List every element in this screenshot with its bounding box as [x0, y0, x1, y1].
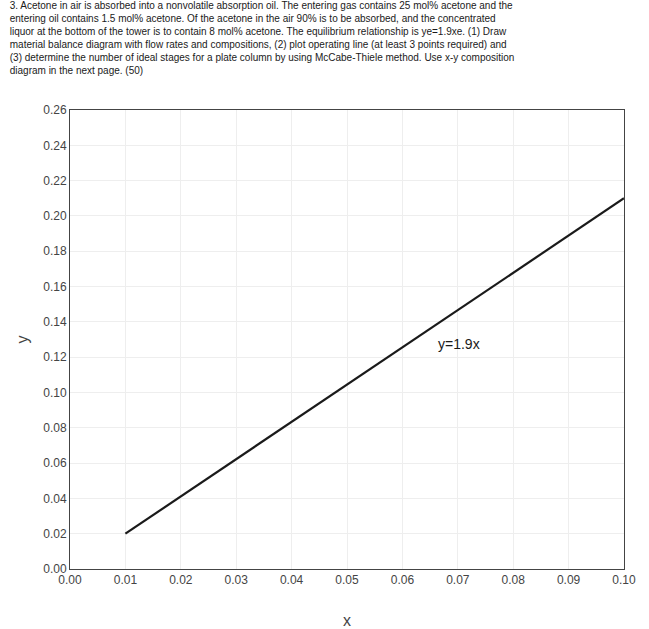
svg-text:0.26: 0.26: [43, 103, 67, 117]
svg-text:y: y: [14, 336, 31, 344]
svg-text:0.01: 0.01: [114, 573, 138, 587]
svg-text:0.12: 0.12: [43, 350, 67, 364]
svg-text:0.02: 0.02: [169, 573, 193, 587]
svg-text:0.10: 0.10: [43, 386, 67, 400]
svg-text:0.09: 0.09: [557, 573, 581, 587]
svg-text:0.02: 0.02: [43, 527, 67, 541]
svg-text:0.05: 0.05: [335, 573, 359, 587]
svg-text:0.06: 0.06: [43, 456, 67, 470]
svg-text:0.22: 0.22: [43, 174, 67, 188]
svg-text:0.20: 0.20: [43, 209, 67, 223]
svg-text:0.24: 0.24: [43, 139, 67, 153]
svg-text:0.03: 0.03: [225, 573, 249, 587]
svg-text:0.16: 0.16: [43, 280, 67, 294]
svg-text:0.08: 0.08: [502, 573, 526, 587]
svg-text:0.18: 0.18: [43, 244, 67, 258]
svg-text:0.06: 0.06: [391, 573, 415, 587]
svg-text:3. Acetone in air is absorbed: 3. Acetone in air is absorbed into a non…: [10, 0, 515, 76]
svg-text:x: x: [343, 612, 351, 629]
svg-text:0.00: 0.00: [43, 562, 67, 576]
svg-text:0.04: 0.04: [43, 492, 67, 506]
svg-text:y=1.9x: y=1.9x: [438, 336, 480, 352]
svg-text:0.07: 0.07: [446, 573, 470, 587]
svg-text:0.14: 0.14: [43, 315, 67, 329]
svg-text:0.00: 0.00: [58, 573, 82, 587]
svg-text:0.04: 0.04: [280, 573, 304, 587]
svg-text:0.08: 0.08: [43, 421, 67, 435]
svg-text:0.10: 0.10: [612, 573, 636, 587]
